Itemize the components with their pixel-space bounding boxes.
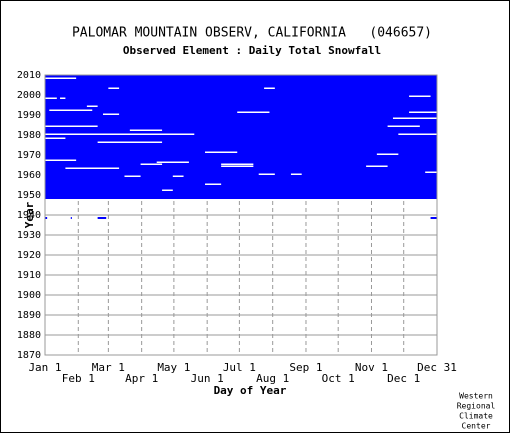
missing-block [172,175,184,177]
x-tick-label: May 1 [157,361,190,374]
missing-block [409,95,431,97]
chart-title: PALOMAR MOUNTAIN OBSERV, CALIFORNIA (046… [72,26,432,41]
missing-block [124,175,141,177]
missing-block [366,165,388,167]
missing-block [102,113,120,115]
y-tick-label: 1970 [17,150,41,161]
missing-block [409,111,437,113]
missing-block [45,133,163,135]
y-tick-label: 2010 [17,70,41,81]
plot-border [44,74,438,356]
missing-block [387,125,420,127]
y-tick-label: 2000 [17,90,41,101]
missing-block [221,163,254,165]
y-tick-label: 1880 [17,330,41,341]
y-axis-label: Year [23,201,36,228]
credit-line: Western [459,392,493,401]
x-tick-label: Dec 1 [387,372,420,385]
y-tick-label: 1870 [17,350,41,361]
missing-block [45,77,77,79]
missing-block [108,87,120,89]
x-tick-label: Jun 1 [191,372,224,385]
x-tick-label: Jul 1 [223,361,256,374]
y-tick-label: 1940 [17,210,41,221]
x-tick-label: Oct 1 [322,372,355,385]
y-tick-label: 1920 [17,250,41,261]
missing-block [86,105,98,107]
y-tick-label: 1980 [17,130,41,141]
missing-block [221,165,254,167]
missing-block [97,141,163,143]
credit-line: Center [462,422,491,431]
missing-block [398,133,437,135]
missing-block [237,111,270,113]
data-block [430,217,437,219]
missing-block [425,171,437,173]
missing-block [205,151,238,153]
missing-block [376,153,399,155]
missing-block [205,183,222,185]
missing-block [45,159,77,161]
missing-block [60,97,66,99]
missing-block [65,167,120,169]
x-tick-label: Jan 1 [28,361,61,374]
data-block [45,217,48,219]
missing-block [151,133,195,135]
missing-block [49,109,93,111]
data-block [97,217,107,219]
missing-block [45,97,57,99]
y-tick-label: 1900 [17,290,41,301]
x-tick-label: Aug 1 [256,372,289,385]
missing-block [140,163,163,165]
data-block [45,75,437,199]
missing-block [392,117,437,119]
x-tick-label: Nov 1 [355,361,388,374]
x-tick-label: Dec 31 [417,361,457,374]
data-block [70,217,72,219]
x-tick-label: Sep 1 [289,361,322,374]
missing-block [45,125,98,127]
y-tick-label: 1910 [17,270,41,281]
y-tick-label: 1890 [17,310,41,321]
missing-block [129,129,163,131]
y-tick-label: 1950 [17,190,41,201]
missing-block [290,173,302,175]
x-axis-label: Day of Year [214,384,287,397]
y-tick-label: 1930 [17,230,41,241]
missing-block [45,137,66,139]
missing-block [162,189,173,191]
chart-subtitle: Observed Element : Daily Total Snowfall [123,44,381,57]
missing-block [264,87,275,89]
x-tick-label: Feb 1 [62,372,95,385]
y-tick-label: 1990 [17,110,41,121]
missing-block [156,161,189,163]
x-tick-label: Mar 1 [92,361,125,374]
credit-line: Climate [459,412,493,421]
y-tick-label: 1960 [17,170,41,181]
credit-line: Regional [457,402,496,411]
missing-block [258,173,275,175]
x-tick-label: Apr 1 [125,372,158,385]
